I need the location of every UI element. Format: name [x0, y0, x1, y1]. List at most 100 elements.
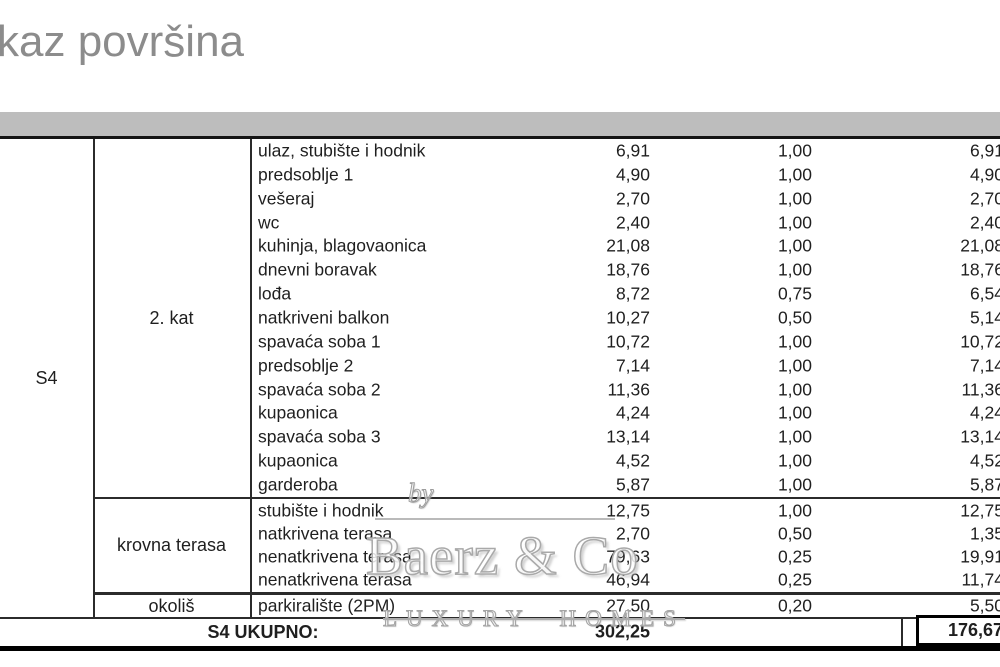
reduced-area-cell: 4,90: [969, 164, 1000, 185]
room-name-cell: spavaća soba 2: [258, 379, 381, 400]
footer-divider: [901, 617, 903, 646]
reduced-area-cell: 11,36: [961, 379, 1000, 400]
area-cell: 2,40: [615, 212, 650, 232]
column-divider-section: [250, 139, 252, 617]
reduced-area-cell: 11,74: [961, 569, 1000, 590]
reduced-area-cell: 6,54: [969, 283, 1000, 304]
room-name-cell: nenatkrivena terasa: [258, 569, 412, 590]
area-cell: 10,72: [606, 331, 650, 352]
table-row: spavaća soba 3 13,14 1,00 13,14: [250, 425, 1000, 449]
room-name-cell: ulaz, stubište i hodnik: [258, 140, 426, 161]
room-name-cell: kuhinja, blagovaonica: [258, 235, 427, 256]
area-cell: 10,27: [606, 307, 650, 328]
table-row: natkriveni balkon 10,27 0,50 5,14: [250, 306, 1000, 330]
table-row: natkrivena terasa 2,70 0,50 1,35: [250, 522, 1000, 545]
coefficient-cell: 0,25: [777, 569, 812, 590]
reduced-area-cell: 5,50: [969, 595, 1000, 616]
reduced-area-cell: 12,75: [960, 500, 1000, 521]
coefficient-cell: 1,00: [777, 164, 812, 185]
room-name-cell: predsoblje 2: [258, 355, 354, 376]
reduced-area-cell: 2,40: [969, 212, 1000, 232]
room-name-cell: kupaonica: [258, 450, 338, 471]
coefficient-cell: 1,00: [777, 235, 812, 256]
table-row: kuhinja, blagovaonica 21,08 1,00 21,08: [250, 234, 1000, 258]
area-cell: 2,70: [615, 188, 650, 209]
room-name-cell: stubište i hodnik: [258, 500, 384, 521]
table-row: stubište i hodnik 12,75 1,00 12,75: [250, 499, 1000, 522]
reduced-area-cell: 4,52: [969, 450, 1000, 471]
table-row: parkiralište (2PM) 27,50 0,20 5,50: [250, 595, 1000, 617]
reduced-area-cell: 1,35: [969, 523, 1000, 544]
reduced-area-cell: 6,91: [969, 140, 1000, 161]
total-area-value: 302,25: [594, 621, 650, 642]
reduced-area-cell: 19,91: [960, 546, 1000, 567]
table-row: predsoblje 1 4,90 1,00 4,90: [250, 163, 1000, 187]
coefficient-cell: 1,00: [777, 331, 812, 352]
room-name-cell: dnevni boravak: [258, 259, 377, 280]
section-2-kat: 2. kat ulaz, stubište i hodnik 6,91 1,00 6,…: [0, 139, 1000, 497]
section-rows: stubište i hodnik 12,75 1,00 12,75 natkriven…: [250, 499, 1000, 592]
area-cell: 21,08: [606, 235, 650, 256]
room-name-cell: garderoba: [258, 474, 338, 495]
header-gray-band: [0, 112, 1000, 136]
coefficient-cell: 1,00: [777, 355, 812, 376]
table-row: nenatkrivena terasa 46,94 0,25 11,74: [250, 569, 1000, 592]
total-reduced-area-value: 176,67: [947, 620, 1000, 640]
table-row: vešeraj 2,70 1,00 2,70: [250, 187, 1000, 211]
coefficient-cell: 0,25: [777, 546, 812, 567]
column-divider-unit: [93, 139, 95, 617]
coefficient-cell: 1,00: [777, 426, 812, 447]
reduced-area-cell: 4,24: [969, 402, 1000, 423]
total-reduced-area-box: 176,67: [916, 615, 1000, 646]
table-row: nenatkrivena terasa 79,63 0,25 19,91: [250, 546, 1000, 569]
footer-top-border: [0, 617, 1000, 619]
reduced-area-cell: 5,87: [969, 474, 1000, 495]
reduced-area-cell: 18,76: [960, 259, 1000, 280]
table-row: predsoblje 2 7,14 1,00 7,14: [250, 354, 1000, 378]
table-bottom-border: [0, 646, 1000, 651]
reduced-area-cell: 13,14: [960, 426, 1000, 447]
section-divider-2: [93, 592, 1000, 595]
coefficient-cell: 0,50: [777, 523, 812, 544]
coefficient-cell: 1,00: [777, 212, 812, 232]
section-krovna-terasa: krovna terasa stubište i hodnik 12,75 1,00…: [0, 499, 1000, 592]
coefficient-cell: 1,00: [777, 450, 812, 471]
coefficient-cell: 0,50: [777, 307, 812, 328]
area-cell: 18,76: [606, 259, 650, 280]
coefficient-cell: 1,00: [777, 379, 812, 400]
area-cell: 4,90: [615, 164, 650, 185]
area-cell: 11,36: [607, 379, 651, 400]
room-name-cell: natkriveni balkon: [258, 307, 390, 328]
room-name-cell: lođa: [258, 283, 292, 304]
section-rows: parkiralište (2PM) 27,50 0,20 5,50: [250, 595, 1000, 617]
reduced-area-cell: 5,14: [969, 307, 1000, 328]
section-rows: ulaz, stubište i hodnik 6,91 1,00 6,91 preds…: [250, 139, 1000, 497]
room-name-cell: spavaća soba 3: [258, 426, 381, 447]
room-name-cell: kupaonica: [258, 402, 338, 423]
area-cell: 7,14: [615, 355, 650, 376]
section-label: krovna terasa: [116, 535, 227, 555]
area-cell: 4,52: [615, 450, 650, 471]
reduced-area-cell: 21,08: [960, 235, 1000, 256]
table-row: dnevni boravak 18,76 1,00 18,76: [250, 258, 1000, 282]
unit-label-cell: S4: [35, 367, 58, 388]
reduced-area-cell: 7,14: [969, 355, 1000, 376]
coefficient-cell: 1,00: [777, 500, 812, 521]
section-okolis: okoliš parkiralište (2PM) 27,50 0,20 5,50: [0, 595, 1000, 617]
table-row: kupaonica 4,24 1,00 4,24: [250, 401, 1000, 425]
room-name-cell: parkiralište (2PM): [258, 595, 396, 616]
area-cell: 46,94: [606, 569, 650, 590]
totals-row: S4 UKUPNO: 302,25: [0, 617, 1000, 646]
area-cell: 13,14: [606, 426, 650, 447]
area-cell: 8,72: [615, 283, 650, 304]
room-name-cell: natkrivena terasa: [258, 523, 393, 544]
table-row: lođa 8,72 0,75 6,54: [250, 282, 1000, 306]
coefficient-cell: 0,75: [777, 283, 812, 304]
area-cell: 4,24: [615, 402, 650, 423]
section-divider-1: [93, 497, 1000, 499]
totals-label: S4 UKUPNO:: [207, 621, 319, 642]
room-name-cell: predsoblje 1: [258, 164, 354, 185]
table-top-border: [0, 136, 1000, 139]
table-row: spavaća soba 2 11,36 1,00 11,36: [250, 378, 1000, 402]
